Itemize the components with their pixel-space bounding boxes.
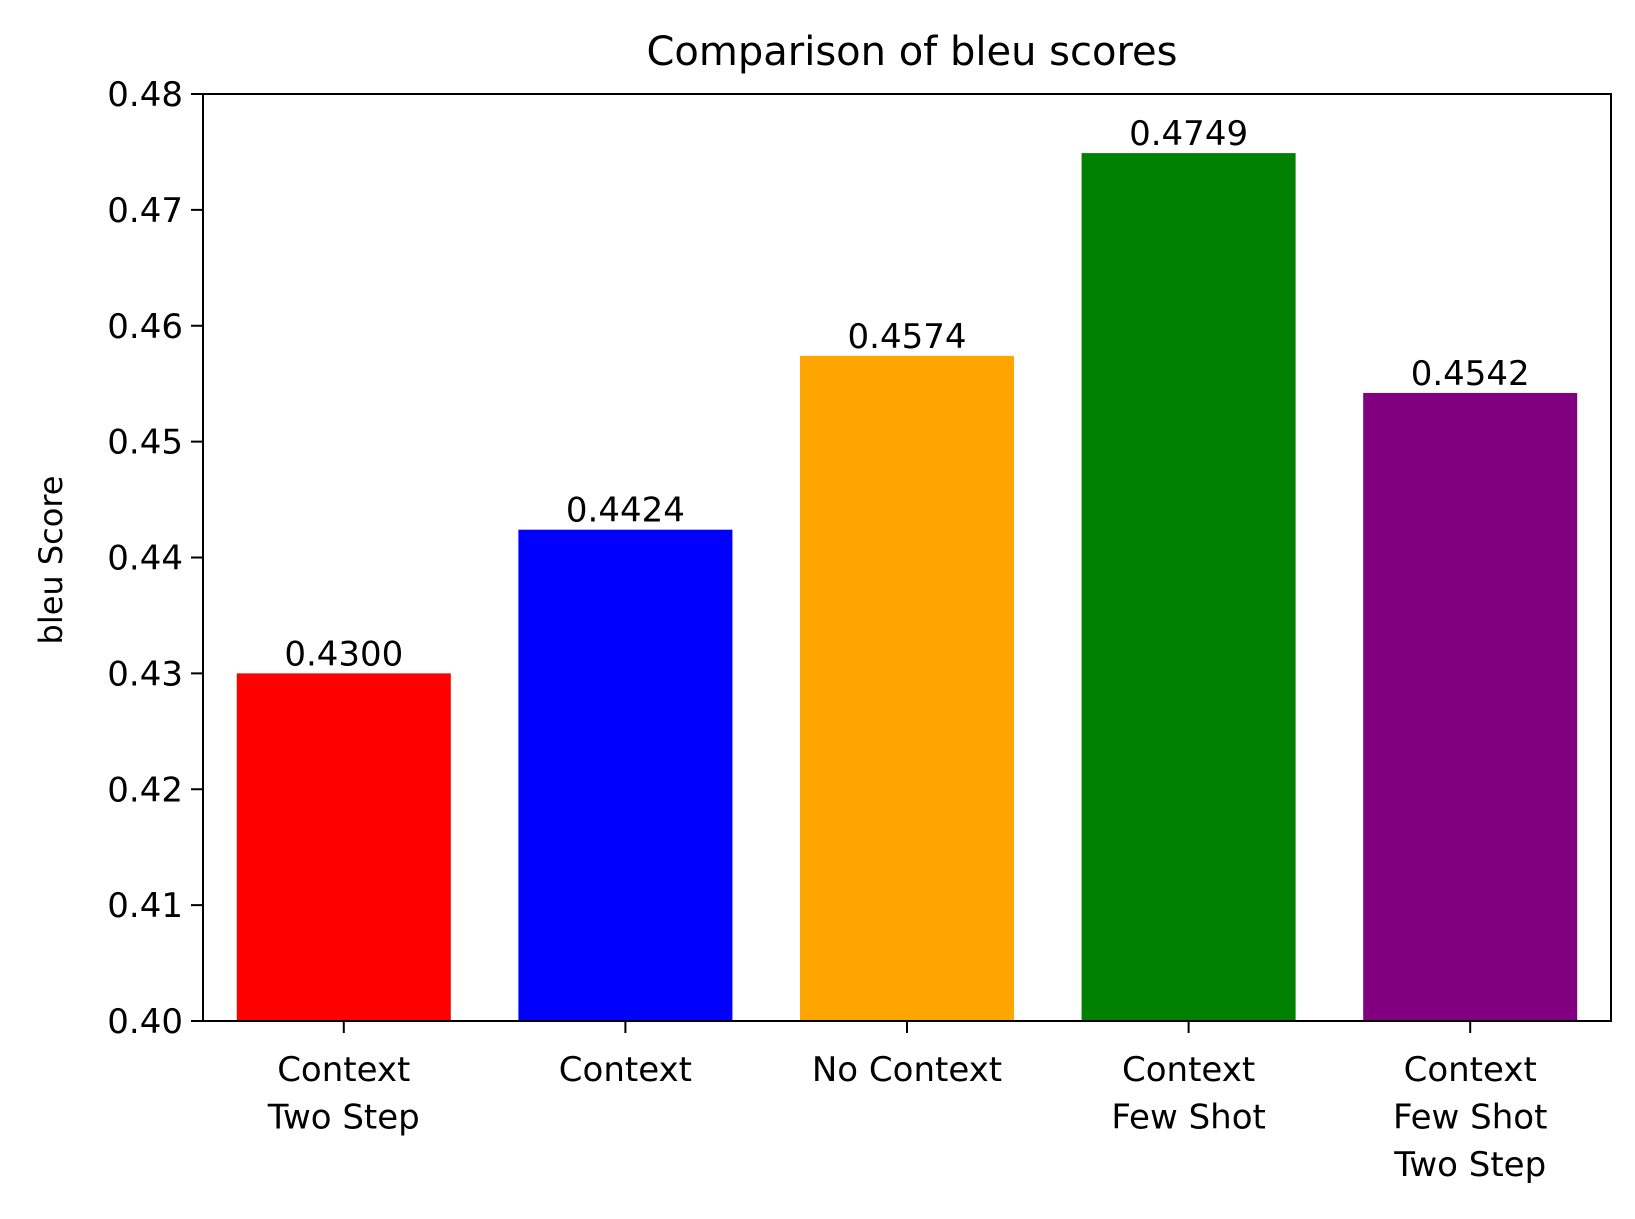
x-tick-label-line: Context: [559, 1050, 692, 1090]
x-tick-label-line: Two Step: [267, 1098, 420, 1138]
x-tick-label-line: Context: [1122, 1050, 1255, 1090]
x-tick-label: No Context: [812, 1050, 1002, 1090]
y-tick-label: 0.47: [107, 191, 183, 231]
y-tick-label: 0.43: [107, 654, 183, 694]
bar-value-label: 0.4749: [1129, 114, 1248, 154]
bar-value-label: 0.4542: [1411, 354, 1530, 394]
bar: [1363, 392, 1578, 1021]
y-tick-label: 0.44: [107, 539, 183, 579]
chart-title: Comparison of bleu scores: [647, 29, 1178, 75]
plot-frame: [202, 93, 1612, 1022]
bars-layer: [236, 153, 1578, 1021]
x-tick-label-line: No Context: [812, 1050, 1002, 1090]
y-tick-label: 0.46: [107, 307, 183, 347]
x-tick-label-line: Few Shot: [1111, 1098, 1266, 1138]
x-tick-label-line: Few Shot: [1393, 1098, 1548, 1138]
x-tick-label: Context: [559, 1050, 692, 1090]
bar: [1081, 153, 1296, 1021]
x-tick-label: Context Few Shot: [1111, 1050, 1266, 1138]
y-tick-label: 0.41: [107, 886, 183, 926]
bar-value-label: 0.4424: [566, 491, 685, 531]
bar: [518, 529, 733, 1021]
x-tick-label: Context Two Step: [267, 1050, 420, 1138]
x-tick-label: Context Few Shot Two Step: [1393, 1050, 1548, 1185]
x-tick-label-line: Context: [1404, 1050, 1537, 1090]
y-axis: 0.40 0.41 0.42 0.43 0.44 0.45 0.46 0.47 0.48: [107, 75, 203, 1042]
y-axis-label: bleu Score: [32, 476, 70, 645]
x-tick-label-line: Context: [277, 1050, 410, 1090]
y-tick-label: 0.42: [107, 770, 183, 810]
bar-value-label: 0.4300: [284, 634, 403, 674]
bar: [799, 355, 1015, 1021]
value-labels-layer: 0.4300 0.4424 0.4574 0.4749 0.4542: [284, 114, 1529, 674]
y-tick-label: 0.45: [107, 423, 183, 463]
x-axis: Context Two Step Context No Context Context F…: [267, 1021, 1548, 1185]
y-tick-label: 0.48: [107, 75, 183, 115]
y-tick-label: 0.40: [107, 1002, 183, 1042]
bar-value-label: 0.4574: [848, 317, 967, 357]
x-tick-label-line: Two Step: [1393, 1145, 1546, 1185]
bar: [236, 673, 451, 1021]
